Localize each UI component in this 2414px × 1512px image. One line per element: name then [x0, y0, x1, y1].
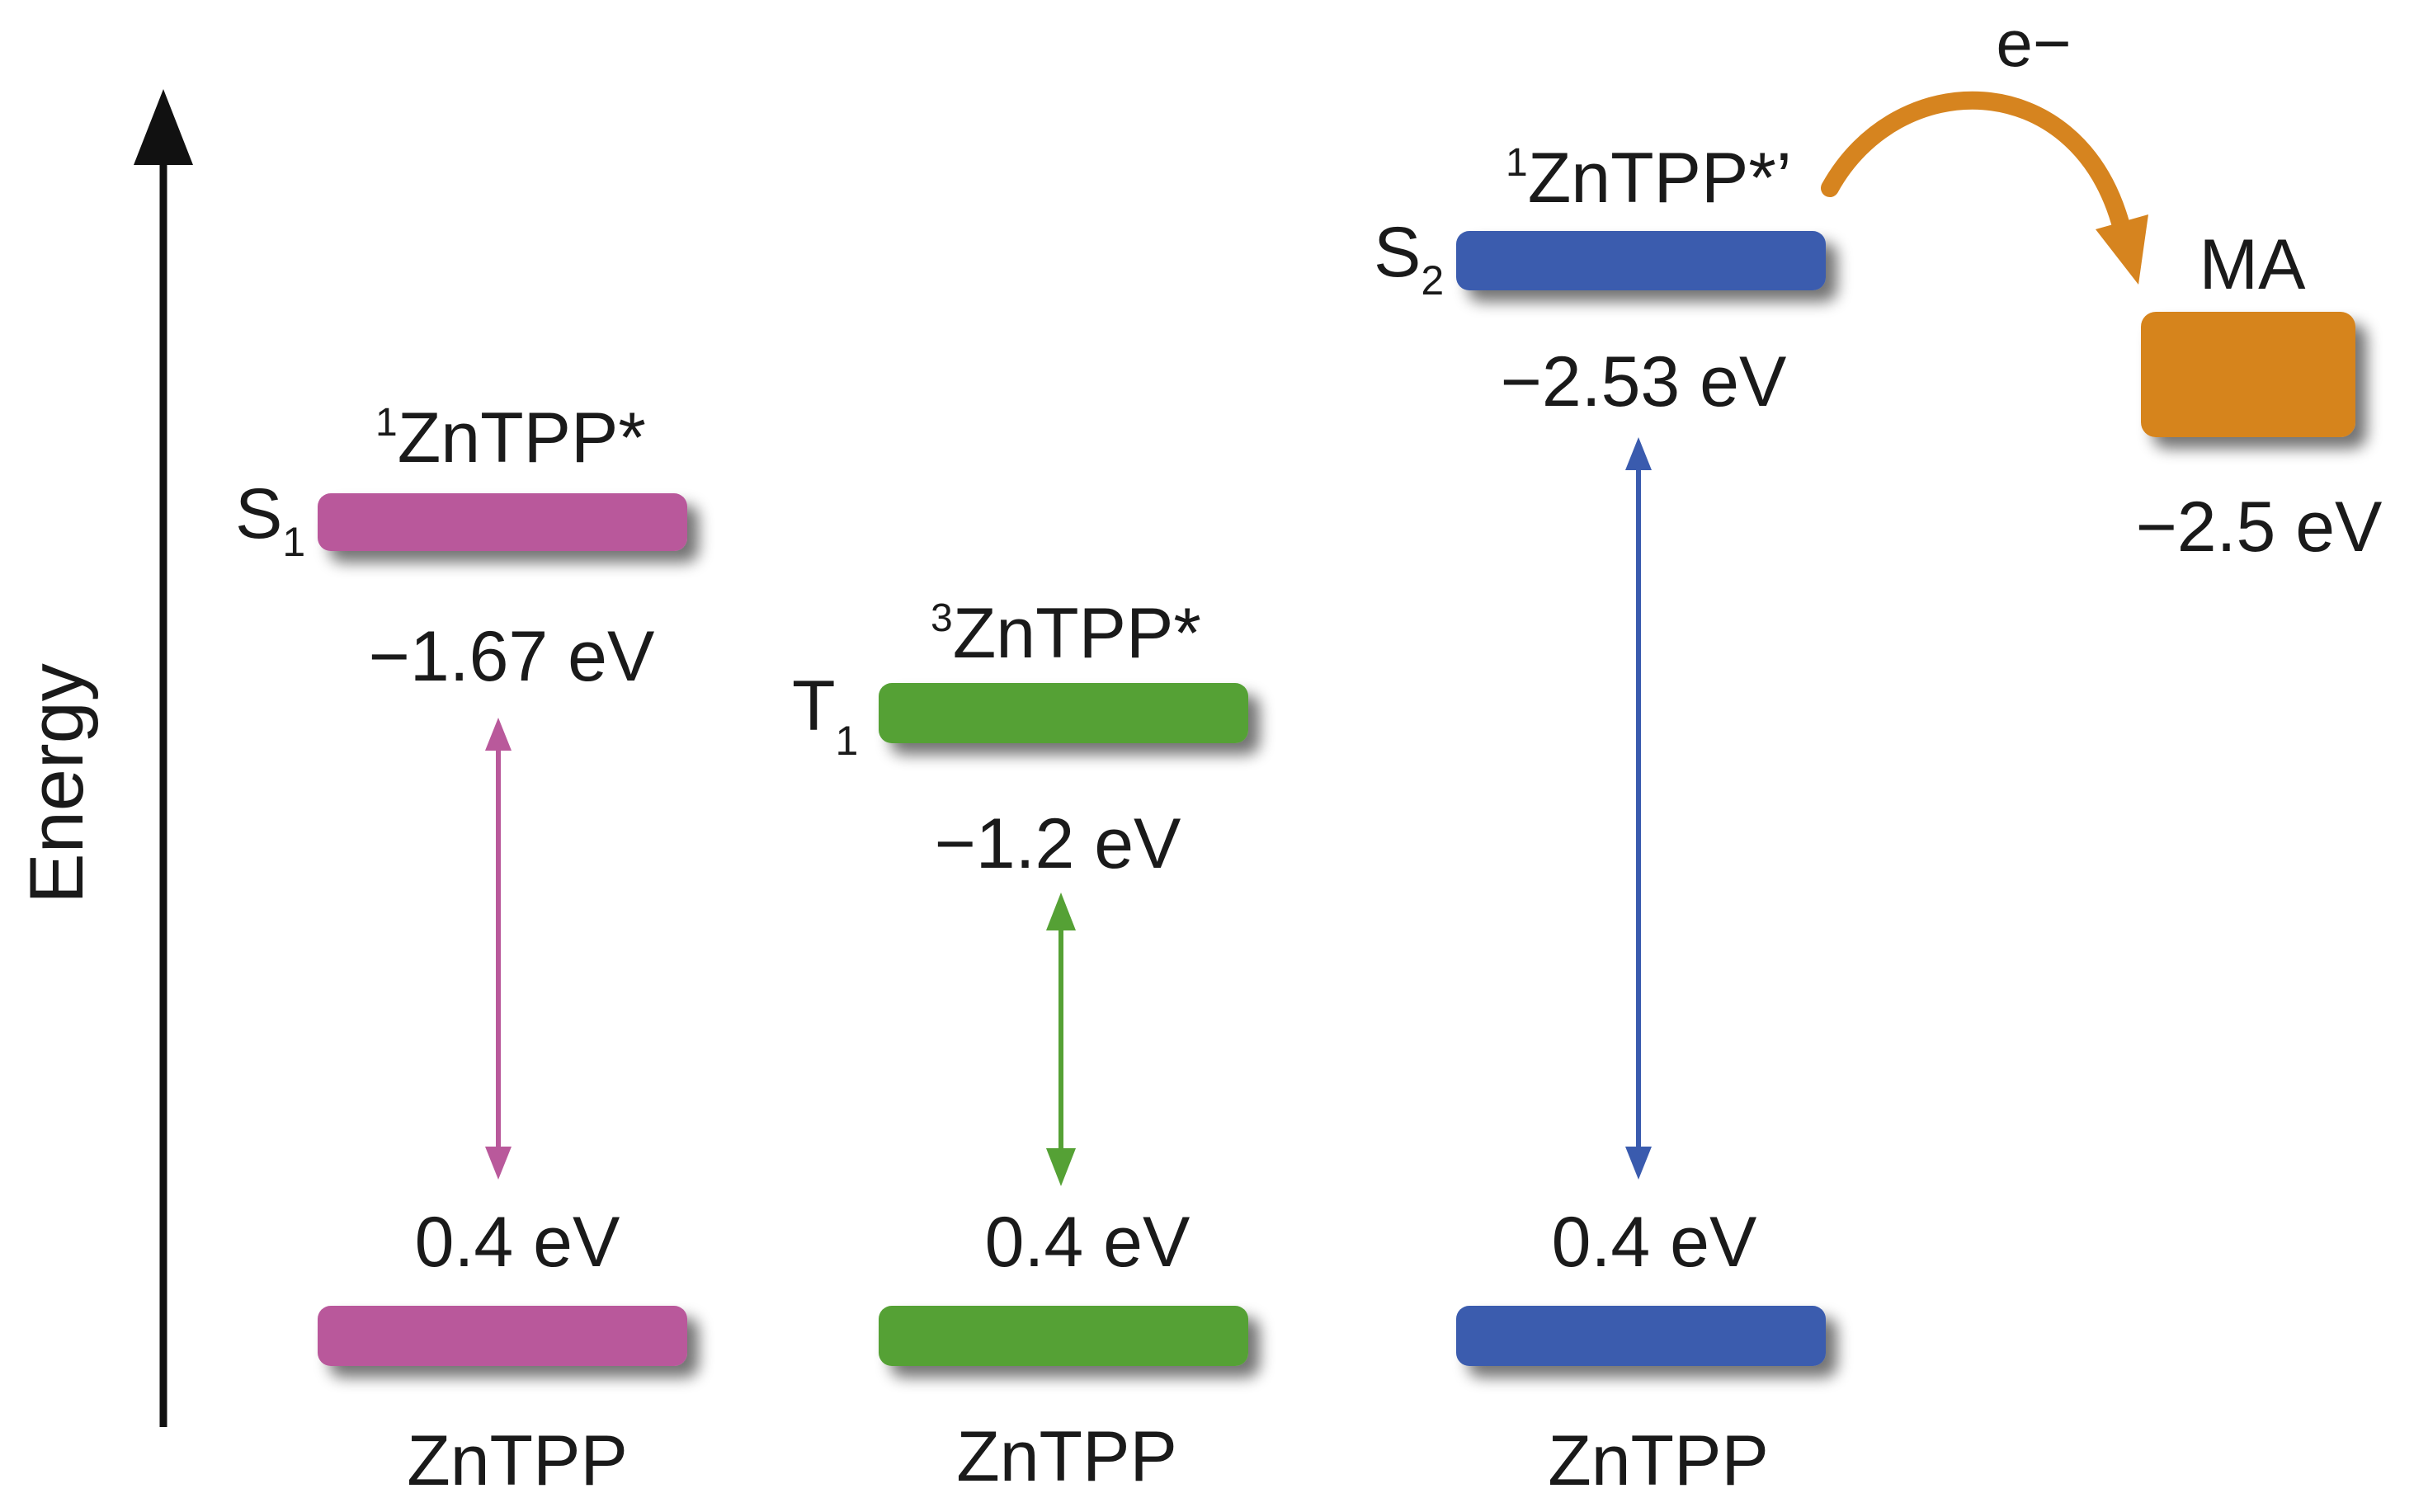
acceptor-level: [2141, 312, 2355, 437]
t1-excited-level: [879, 683, 1248, 743]
electron-transfer-arrow: [1821, 91, 2129, 232]
s2-state-label: S2: [1374, 213, 1444, 304]
t1-species-label: 3ZnTPP*: [931, 594, 1201, 673]
t1-transition-arrow: [1046, 893, 1076, 1186]
s1-ground-label: ZnTPP: [407, 1421, 628, 1500]
column-t1: T1 3ZnTPP* −1.2 eV 0.4 eV ZnTPP: [792, 594, 1248, 1496]
energy-axis-label: Energy: [15, 663, 99, 904]
t1-excited-energy: −1.2 eV: [935, 804, 1181, 883]
s1-ground-energy: 0.4 eV: [415, 1203, 620, 1282]
electron-transfer-label: e−: [1996, 7, 2071, 80]
s1-state-label: S1: [235, 474, 305, 565]
acceptor-energy: −2.5 eV: [2136, 488, 2383, 567]
s1-excited-energy: −1.67 eV: [369, 617, 655, 696]
t1-ground-energy: 0.4 eV: [985, 1203, 1190, 1282]
s2-excited-energy: −2.53 eV: [1501, 342, 1787, 422]
s2-excited-level: [1456, 231, 1826, 290]
column-s2: S2 1ZnTPP*’ −2.53 eV 0.4 eV ZnTPP: [1374, 139, 1826, 1500]
s2-transition-arrow: [1625, 437, 1652, 1180]
s2-ground-label: ZnTPP: [1548, 1421, 1769, 1500]
s1-species-label: 1ZnTPP*: [375, 398, 646, 478]
s2-ground-level: [1456, 1306, 1826, 1366]
t1-ground-level: [879, 1306, 1248, 1366]
t1-ground-label: ZnTPP: [956, 1417, 1177, 1496]
s1-transition-arrow: [485, 718, 512, 1180]
electron-transfer: e−: [1821, 7, 2148, 285]
s2-species-label: 1ZnTPP*’: [1506, 139, 1792, 218]
column-s1: S1 1ZnTPP* −1.67 eV 0.4 eV ZnTPP: [235, 398, 687, 1500]
s1-excited-level: [318, 493, 687, 551]
electron-transfer-arrowhead: [2096, 214, 2148, 285]
energy-axis-arrowhead: [134, 89, 193, 165]
t1-state-label: T1: [792, 667, 858, 764]
s2-ground-energy: 0.4 eV: [1552, 1203, 1757, 1282]
acceptor-label: MA: [2199, 225, 2307, 304]
acceptor-ma: MA −2.5 eV: [2136, 225, 2383, 567]
energy-axis: Energy: [15, 89, 193, 1427]
s1-ground-level: [318, 1306, 687, 1366]
